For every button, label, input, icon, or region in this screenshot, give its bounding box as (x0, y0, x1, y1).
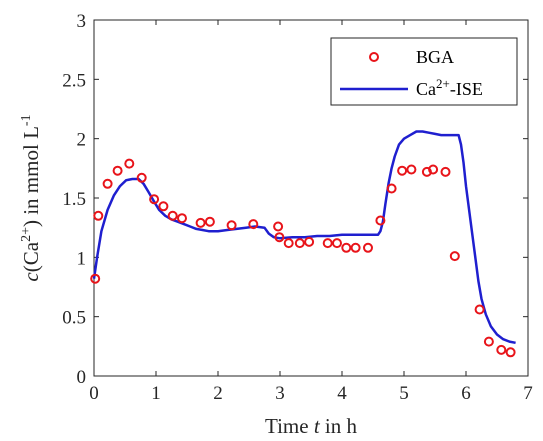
legend-label-bga: BGA (416, 47, 454, 67)
x-tick-label: 6 (461, 383, 471, 404)
y-tick-label: 1.5 (62, 189, 86, 210)
data-point-bga (449, 251, 460, 262)
series-line-ca-ise (92, 130, 516, 345)
legend: BGA Ca2+-ISE (330, 37, 518, 106)
x-tick-label: 1 (151, 383, 161, 404)
data-point-bga (102, 178, 113, 189)
data-point-bga (112, 165, 123, 176)
x-tick-label: 0 (89, 383, 99, 404)
data-point-bga (322, 238, 333, 249)
data-point-bga (363, 242, 373, 253)
data-point-bga (124, 158, 135, 169)
data-point-bga (350, 242, 361, 253)
x-axis-label: Time t in h (265, 414, 358, 438)
x-tick-label: 4 (337, 383, 347, 404)
data-point-bga (397, 165, 408, 176)
data-point-bga (248, 219, 259, 230)
data-point-bga (90, 273, 101, 284)
y-tick-label: 2.5 (62, 70, 86, 91)
data-point-bga (505, 347, 516, 358)
y-tick-label: 1 (77, 248, 87, 269)
y-axis-label: c(Ca2+) in mmol L-1 (19, 114, 43, 281)
data-point-bga (304, 236, 315, 247)
data-point-bga (440, 166, 451, 177)
data-point-bga (204, 216, 215, 227)
y-tick-label: 3 (77, 11, 87, 32)
data-point-bga (195, 217, 206, 228)
data-point-bga (496, 344, 507, 355)
x-tick-label: 5 (399, 383, 409, 404)
x-tick-label: 7 (523, 383, 533, 404)
y-tick-label: 0.5 (62, 308, 86, 329)
legend-box (330, 37, 518, 106)
data-point-bga (474, 304, 485, 315)
data-point-bga (483, 336, 494, 347)
legend-marker-bga (369, 52, 379, 62)
series-layer (90, 130, 516, 358)
data-point-bga (167, 210, 178, 221)
y-tick-label: 2 (77, 130, 87, 151)
data-point-bga (273, 221, 284, 232)
y-tick-label: 0 (77, 367, 87, 388)
data-point-bga (226, 220, 237, 231)
data-point-bga (283, 238, 294, 249)
data-point-bga (294, 238, 305, 249)
data-point-bga (177, 213, 187, 224)
data-point-bga (406, 164, 417, 175)
data-point-bga (332, 238, 342, 249)
data-point-bga (93, 210, 104, 221)
data-point-bga (158, 201, 169, 212)
data-point-bga (375, 215, 386, 226)
legend-label-ise: Ca2+-ISE (416, 76, 483, 99)
data-point-bga (428, 164, 439, 175)
data-point-bga (274, 232, 285, 243)
data-point-bga (149, 194, 160, 205)
data-point-bga (386, 183, 397, 194)
axis-ticks: 0 1 2 3 4 5 6 7 0 0.5 1 1.5 2 2.5 3 (62, 11, 533, 404)
data-point-bga (136, 172, 147, 183)
x-tick-label: 2 (213, 383, 223, 404)
data-point-bga (341, 242, 352, 253)
x-tick-label: 3 (275, 383, 285, 404)
